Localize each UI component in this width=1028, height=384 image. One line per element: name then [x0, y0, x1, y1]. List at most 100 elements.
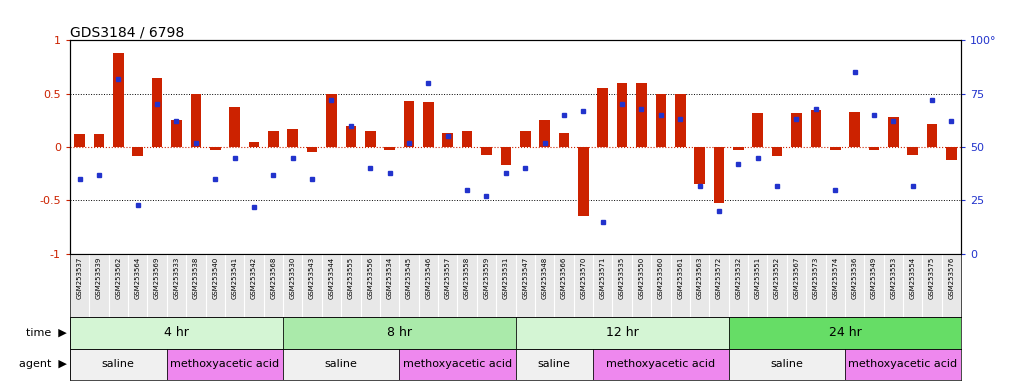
Text: GSM253559: GSM253559	[483, 257, 489, 299]
Bar	[190, 94, 201, 147]
Bar	[636, 83, 647, 147]
Text: saline: saline	[538, 359, 571, 369]
Text: GDS3184 / 6798: GDS3184 / 6798	[70, 25, 184, 39]
Bar	[578, 147, 589, 217]
Bar	[520, 131, 530, 147]
Bar	[283, 349, 399, 380]
Text: GSM253566: GSM253566	[561, 257, 567, 300]
Text: GSM253567: GSM253567	[794, 257, 800, 300]
Text: GSM253558: GSM253558	[464, 257, 470, 299]
Text: GSM253547: GSM253547	[522, 257, 528, 299]
Bar	[845, 349, 961, 380]
Bar	[113, 53, 123, 147]
Text: methoxyacetic acid: methoxyacetic acid	[171, 359, 280, 369]
Text: GSM253560: GSM253560	[658, 257, 664, 300]
Text: 4 hr: 4 hr	[164, 326, 189, 339]
Bar	[249, 142, 259, 147]
Text: GSM253556: GSM253556	[367, 257, 373, 299]
Text: GSM253561: GSM253561	[677, 257, 684, 300]
Bar	[442, 133, 453, 147]
Bar	[752, 113, 763, 147]
Text: GSM253570: GSM253570	[581, 257, 586, 300]
Text: GSM253549: GSM253549	[871, 257, 877, 299]
Text: GSM253573: GSM253573	[813, 257, 819, 300]
Bar	[733, 147, 743, 150]
Bar	[694, 147, 705, 184]
Text: GSM253538: GSM253538	[193, 257, 198, 300]
Bar	[462, 131, 473, 147]
Text: agent  ▶: agent ▶	[19, 359, 67, 369]
Bar	[345, 126, 356, 147]
Text: GSM253564: GSM253564	[135, 257, 141, 299]
Bar	[675, 94, 686, 147]
Bar	[229, 106, 240, 147]
Text: 12 hr: 12 hr	[605, 326, 638, 339]
Text: GSM253539: GSM253539	[96, 257, 102, 300]
Text: GSM253562: GSM253562	[115, 257, 121, 299]
Text: GSM253531: GSM253531	[503, 257, 509, 300]
Bar	[617, 83, 627, 147]
Bar	[268, 131, 279, 147]
Bar	[713, 147, 725, 203]
Text: saline: saline	[325, 359, 358, 369]
Text: GSM253568: GSM253568	[270, 257, 277, 300]
Bar	[306, 147, 318, 152]
Text: 8 hr: 8 hr	[387, 326, 412, 339]
Text: GSM253563: GSM253563	[697, 257, 702, 300]
Bar	[792, 113, 802, 147]
Bar	[283, 317, 516, 349]
Bar	[70, 317, 283, 349]
Text: GSM253555: GSM253555	[347, 257, 354, 299]
Bar	[384, 147, 395, 150]
Bar	[404, 101, 414, 147]
Bar	[74, 134, 85, 147]
Bar	[810, 110, 821, 147]
Bar	[593, 349, 729, 380]
Bar	[210, 147, 221, 150]
Text: GSM253554: GSM253554	[910, 257, 916, 299]
Text: saline: saline	[770, 359, 803, 369]
Bar	[70, 349, 167, 380]
Text: methoxyacetic acid: methoxyacetic acid	[403, 359, 512, 369]
Text: saline: saline	[102, 359, 135, 369]
Text: GSM253548: GSM253548	[542, 257, 548, 299]
Bar	[288, 129, 298, 147]
Text: GSM253545: GSM253545	[406, 257, 412, 299]
Bar	[597, 88, 608, 147]
Bar	[849, 112, 860, 147]
Text: GSM253571: GSM253571	[599, 257, 605, 300]
Bar	[424, 102, 434, 147]
Bar	[365, 131, 375, 147]
Bar	[908, 147, 918, 154]
Bar	[516, 349, 593, 380]
Bar	[729, 349, 845, 380]
Text: GSM253553: GSM253553	[890, 257, 896, 299]
Text: GSM253574: GSM253574	[833, 257, 838, 299]
Bar	[171, 121, 182, 147]
Bar	[888, 117, 898, 147]
Text: GSM253552: GSM253552	[774, 257, 780, 299]
Text: GSM253544: GSM253544	[329, 257, 334, 299]
Text: GSM253569: GSM253569	[154, 257, 160, 300]
Bar	[540, 121, 550, 147]
Bar	[772, 147, 782, 156]
Bar	[501, 147, 511, 165]
Text: GSM253551: GSM253551	[755, 257, 761, 299]
Bar	[729, 317, 961, 349]
Text: GSM253576: GSM253576	[949, 257, 954, 300]
Bar	[830, 147, 841, 150]
Bar	[399, 349, 516, 380]
Text: GSM253546: GSM253546	[426, 257, 432, 299]
Bar	[656, 94, 666, 147]
Bar	[927, 124, 938, 147]
Bar	[869, 147, 879, 150]
Text: GSM253537: GSM253537	[77, 257, 82, 300]
Text: GSM253530: GSM253530	[290, 257, 296, 300]
Text: GSM253550: GSM253550	[638, 257, 645, 299]
Bar	[167, 349, 283, 380]
Text: GSM253536: GSM253536	[851, 257, 857, 300]
Text: GSM253541: GSM253541	[231, 257, 237, 299]
Text: GSM253543: GSM253543	[309, 257, 316, 299]
Bar	[946, 147, 957, 160]
Text: GSM253533: GSM253533	[174, 257, 180, 300]
